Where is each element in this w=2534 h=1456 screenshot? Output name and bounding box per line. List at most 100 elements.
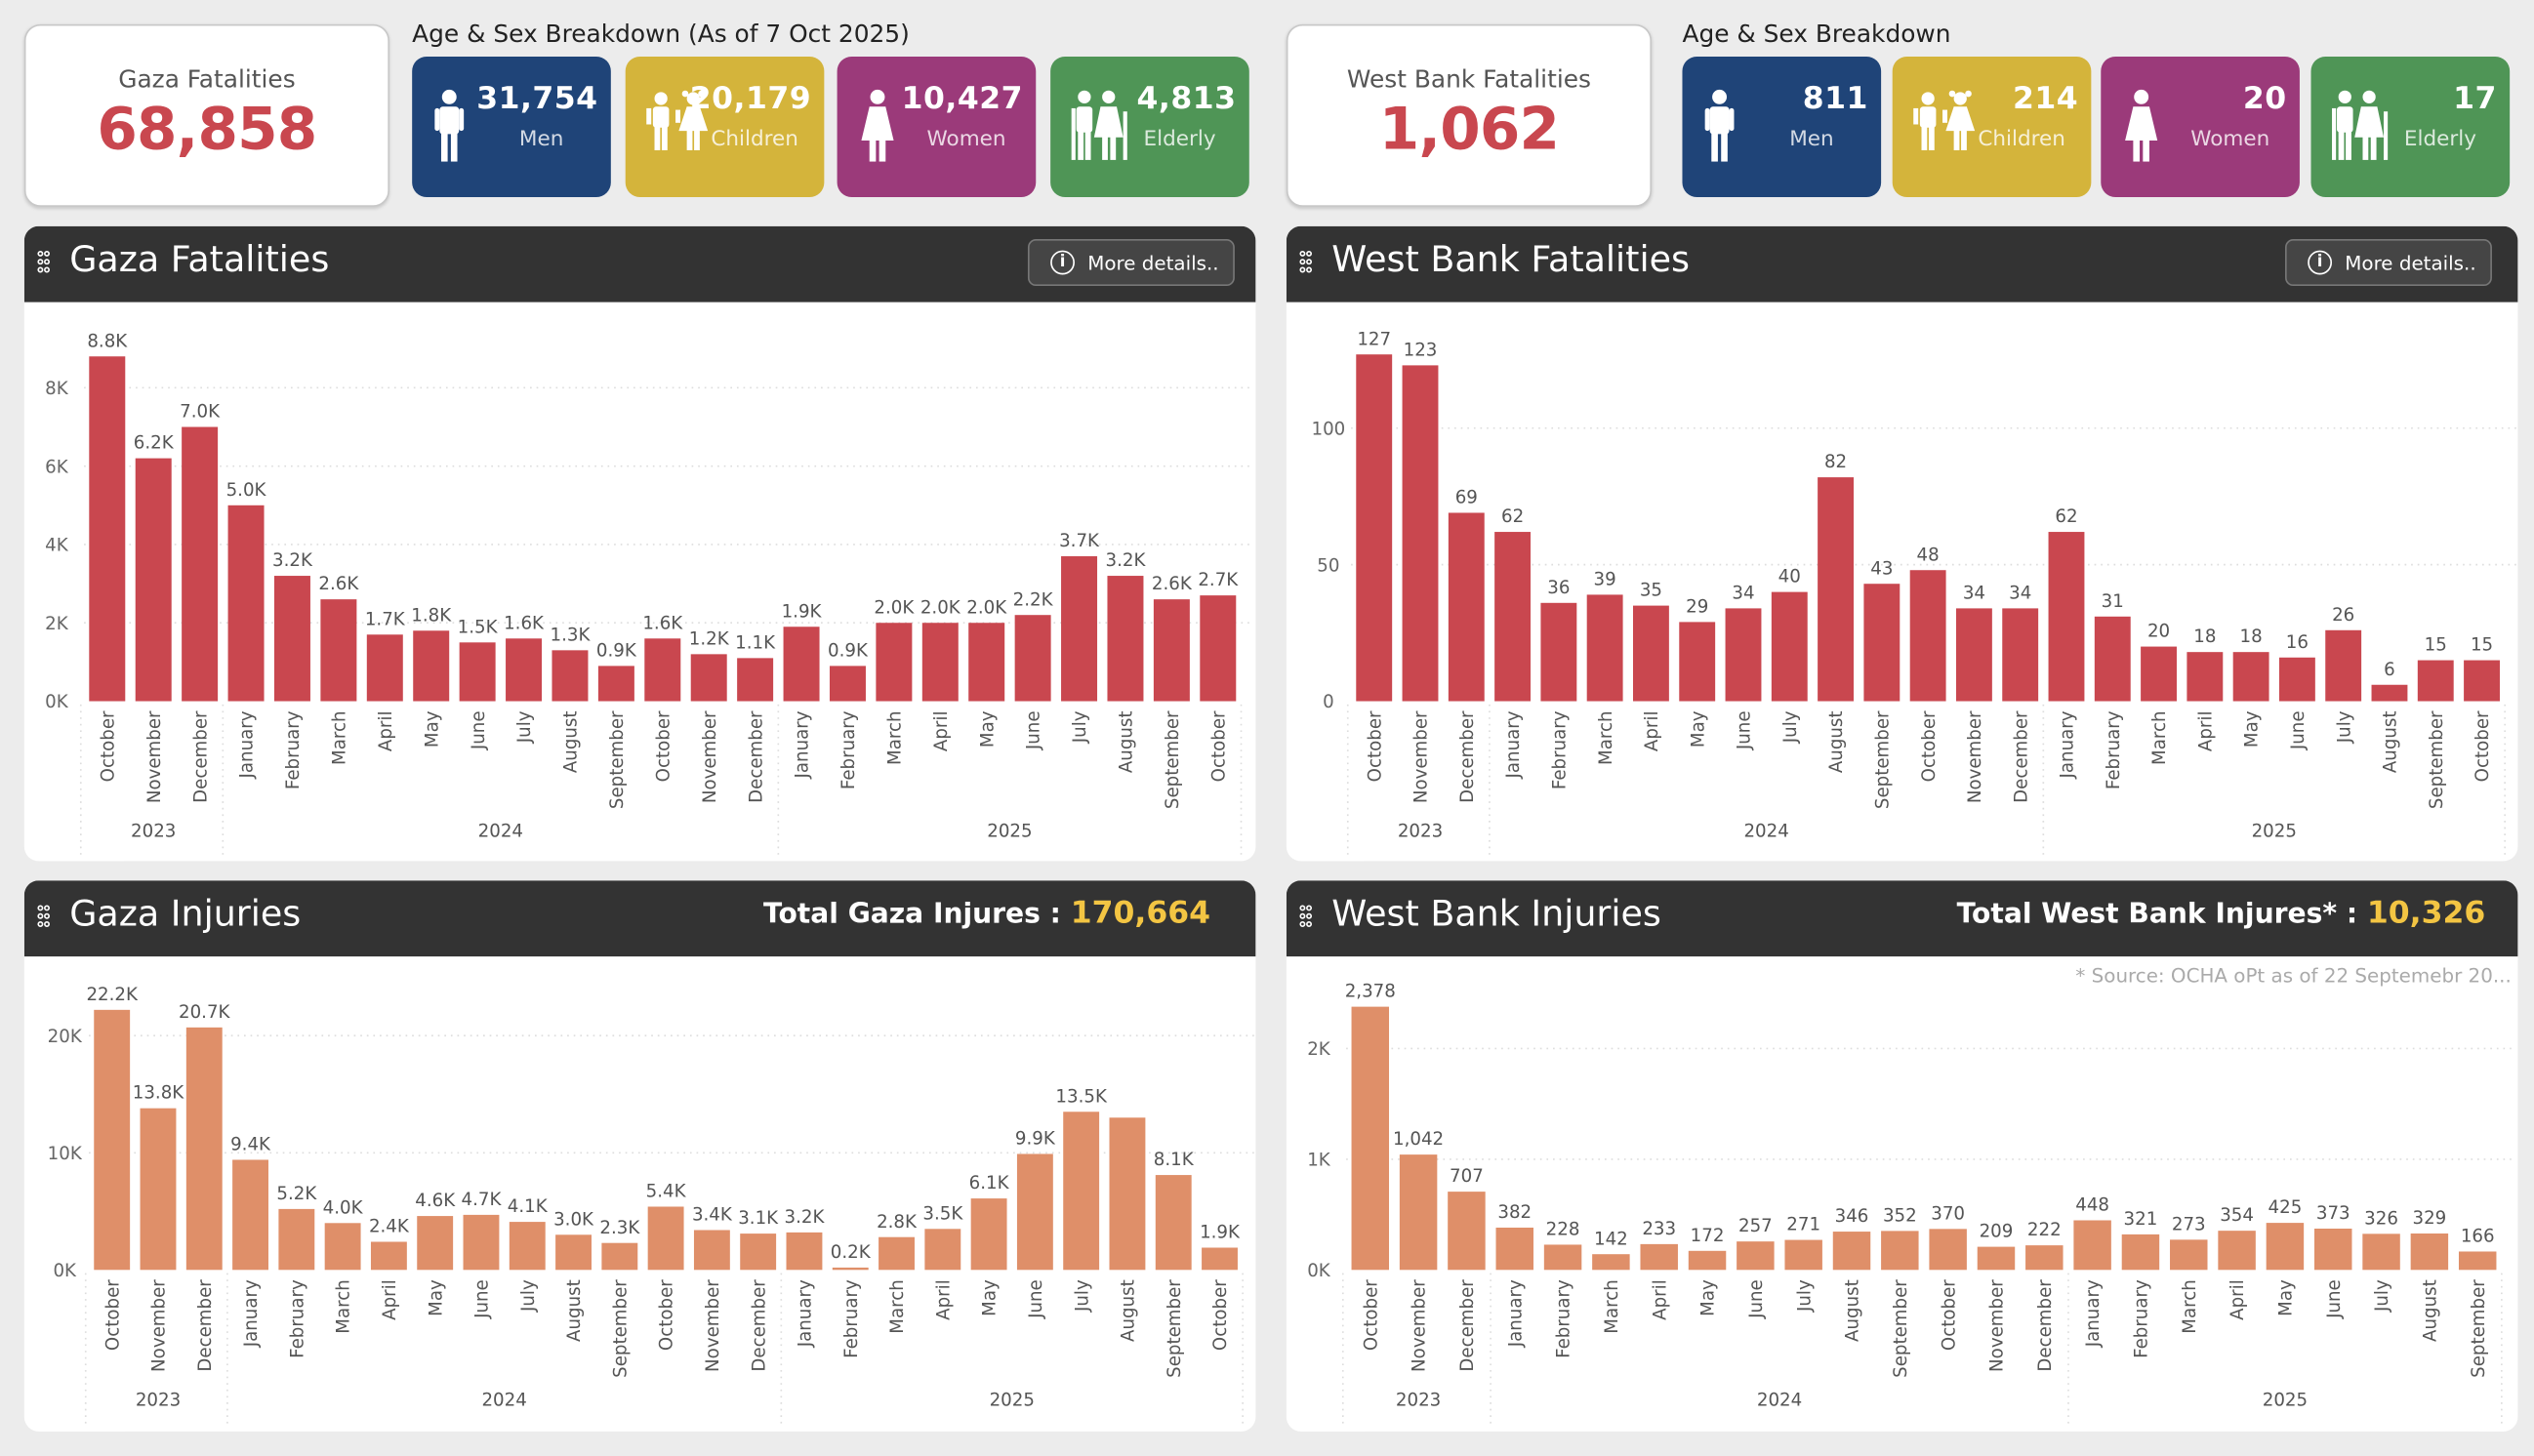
data-label: 3.0K [553,1209,594,1230]
y-tick-label: 1K [1307,1151,1331,1171]
x-tick-label: January [2083,1279,2104,1348]
bar [1399,1154,1438,1271]
gaza-injuries-panel: Gaza Injuries Total Gaza Injures : 170,6… [23,880,1256,1432]
drag-handle-icon[interactable] [1299,250,1313,273]
data-label: 26 [2332,605,2354,626]
data-label: 3.2K [272,550,313,571]
data-label: 4.1K [508,1196,549,1217]
x-tick-label: August [1117,710,1137,773]
data-label: 370 [1931,1203,1965,1224]
drag-handle-icon[interactable] [37,250,50,273]
y-tick-label: 4K [45,536,69,556]
bar [1109,1117,1146,1271]
panel-header: West Bank Injuries Total West Bank Injur… [1286,880,2518,957]
bar [417,1216,454,1271]
data-label: 1.3K [551,625,592,645]
x-tick-label: February [1549,710,1570,789]
data-label: 273 [2172,1214,2206,1234]
x-tick-label: December [746,710,766,803]
x-tick-label: September [1163,710,1183,809]
x-tick-label: April [2195,710,2216,751]
bar [413,630,450,702]
x-tick-label: January [796,1279,816,1348]
bar [2141,646,2177,702]
more-details-button[interactable]: i More details.. [2285,239,2492,287]
stat-card-women: 10,427 Women [837,56,1037,197]
bar [2410,1233,2449,1271]
data-label: 3.4K [692,1205,733,1226]
year-label: 2023 [1396,1390,1441,1410]
data-label: 40 [1778,567,1801,587]
data-label: 2.4K [369,1217,410,1237]
x-tick-label: December [1457,1279,1478,1372]
stat-card-women: 20 Women [2101,56,2300,197]
bar [463,1214,500,1271]
bar [1771,591,1808,702]
total-wb-injuries: Total West Bank Injures* : 10,326 [1957,895,2486,930]
x-tick-label: August [2381,710,2401,773]
data-label: 8.1K [1154,1150,1195,1170]
stat-card-men: 31,754 Men [412,56,611,197]
x-tick-label: May [422,710,442,748]
stat-card-elderly: 17 Elderly [2310,56,2511,197]
stat-label: Children [711,127,798,152]
data-label: 2.0K [966,597,1007,618]
x-tick-label: June [1735,710,1755,750]
data-label: 1.9K [1200,1223,1241,1243]
bar [1592,1254,1630,1271]
wb-injuries-chart: 0K 1K 2K 2,378 October 1,042 November 707 Decemb… [1307,982,2515,1426]
x-tick-label: March [2180,1279,2200,1334]
stat-value: 20,179 [689,80,812,117]
data-label: 2.3K [599,1218,640,1238]
stat-label: Elderly [2403,127,2476,152]
bar [1632,605,1669,702]
data-label: 39 [1594,569,1616,589]
x-tick-label: January [2058,710,2078,779]
x-tick-label: June [472,1279,493,1319]
bar [597,666,634,702]
data-label: 22.2K [86,985,139,1005]
data-label: 13.5K [1055,1086,1108,1107]
wb-injuries-panel: West Bank Injuries Total West Bank Injur… [1286,880,2518,1432]
x-tick-label: December [2035,1279,2056,1372]
bar [2025,1245,2064,1271]
data-label: 326 [2364,1208,2398,1229]
total-value: 10,326 [2366,895,2486,931]
bar [324,1223,361,1271]
x-tick-label: July [1794,1279,1815,1313]
year-label: 2025 [990,1390,1035,1410]
data-label: 172 [1691,1226,1725,1246]
data-label: 707 [1450,1166,1484,1187]
more-details-button[interactable]: i More details.. [1027,239,1235,287]
bar [1725,608,1762,702]
bar [1494,532,1532,702]
data-label: 2,378 [1345,982,1396,1002]
data-label: 62 [2055,506,2077,527]
data-label: 36 [1547,578,1570,598]
bar [1540,602,1577,702]
data-label: 1.5K [458,617,499,637]
data-label: 15 [2471,635,2493,656]
stat-value: 4,813 [1136,80,1237,117]
x-tick-label: October [653,710,674,782]
data-label: 15 [2425,635,2447,656]
bar [783,627,820,702]
x-tick-label: March [1596,710,1616,765]
data-label: 8.8K [87,331,128,351]
data-label: 0.2K [831,1242,872,1263]
stat-value: 20 [2242,80,2287,117]
x-tick-label: October [102,1279,123,1351]
bar [647,1206,684,1271]
x-tick-label: June [469,710,489,750]
x-tick-label: July [1780,710,1801,744]
x-tick-label: December [1457,710,1478,803]
bar [1448,512,1485,702]
x-tick-label: February [841,1279,862,1358]
drag-handle-icon[interactable] [1299,905,1313,927]
x-tick-label: March [330,710,350,765]
bar [509,1222,546,1271]
stat-label: Elderly [1143,127,1216,152]
drag-handle-icon[interactable] [37,905,50,927]
data-label: 20 [2147,622,2170,642]
bar [879,1236,915,1271]
